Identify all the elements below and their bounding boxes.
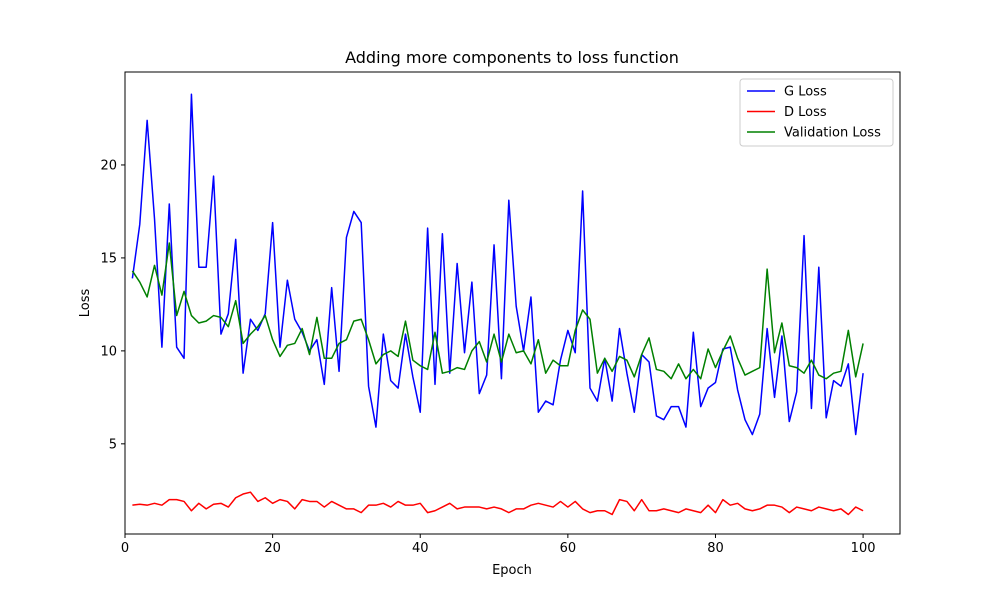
x-tick-label: 0 [121, 541, 129, 556]
y-axis-label: Loss [78, 289, 93, 318]
series-line-validation-loss [131, 242, 864, 380]
legend-items: G Loss D Loss Validation Loss [747, 85, 881, 141]
y-tick-label: 20 [100, 158, 117, 173]
series-line-d-loss [132, 491, 864, 516]
legend-label: D Loss [784, 105, 827, 120]
x-tick-label: 40 [412, 541, 429, 556]
chart-title: Adding more components to loss function [345, 48, 679, 67]
x-tick-label: 100 [851, 541, 876, 556]
x-tick-label: 80 [707, 541, 724, 556]
y-tick-label: 10 [100, 344, 117, 359]
legend: G Loss D Loss Validation Loss [739, 78, 894, 147]
legend-label: G Loss [784, 85, 827, 100]
x-axis-ticks: 0 20 40 60 80 100 [121, 534, 876, 556]
series-layer [131, 93, 864, 516]
legend-label: Validation Loss [784, 126, 881, 141]
series-line-g-loss [131, 93, 864, 436]
plot-frame [124, 71, 901, 535]
x-tick-label: 20 [264, 541, 281, 556]
y-tick-label: 15 [100, 251, 117, 266]
x-axis-label: Epoch [492, 563, 532, 578]
legend-box [739, 78, 894, 147]
y-axis-ticks: 5 10 15 20 [100, 158, 125, 452]
y-tick-label: 5 [109, 437, 117, 452]
x-tick-label: 60 [560, 541, 577, 556]
